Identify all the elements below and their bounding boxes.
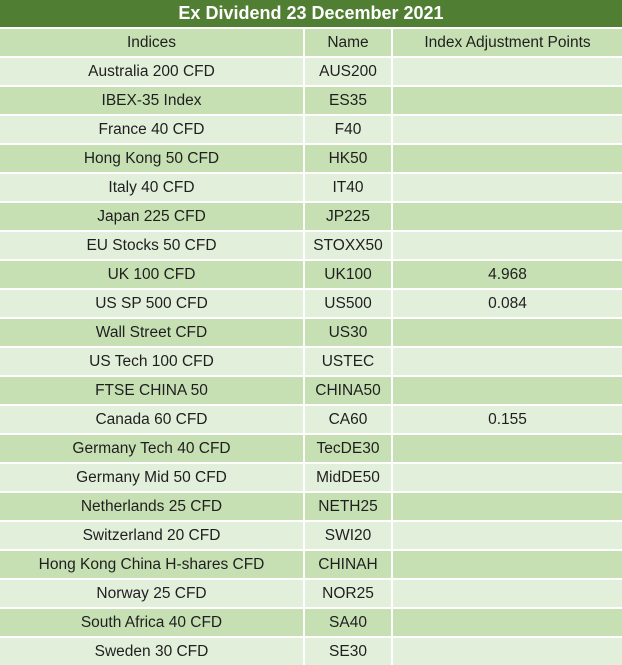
cell-adjustment[interactable]: 0.155 [393,406,622,433]
cell-name[interactable]: CA60 [305,406,391,433]
cell-indices[interactable]: EU Stocks 50 CFD [0,232,303,259]
cell-indices[interactable]: Canada 60 CFD [0,406,303,433]
cell-name[interactable]: HK50 [305,145,391,172]
cell-name[interactable]: CHINAH [305,551,391,578]
cell-indices[interactable]: Italy 40 CFD [0,174,303,201]
cell-indices[interactable]: Hong Kong 50 CFD [0,145,303,172]
cell-indices[interactable]: Germany Mid 50 CFD [0,464,303,491]
cell-adjustment[interactable] [393,638,622,665]
cell-name[interactable]: NOR25 [305,580,391,607]
cell-adjustment[interactable]: 0.084 [393,290,622,317]
cell-adjustment[interactable] [393,116,622,143]
cell-adjustment[interactable] [393,58,622,85]
cell-name[interactable]: SA40 [305,609,391,636]
cell-name[interactable]: AUS200 [305,58,391,85]
cell-name[interactable]: MidDE50 [305,464,391,491]
cell-adjustment[interactable] [393,87,622,114]
cell-name[interactable]: US30 [305,319,391,346]
cell-name[interactable]: STOXX50 [305,232,391,259]
cell-adjustment[interactable] [393,609,622,636]
cell-indices[interactable]: FTSE CHINA 50 [0,377,303,404]
cell-indices[interactable]: Netherlands 25 CFD [0,493,303,520]
cell-name[interactable]: SE30 [305,638,391,665]
cell-indices[interactable]: Wall Street CFD [0,319,303,346]
column-header-indices: Indices [0,29,303,56]
cell-adjustment[interactable] [393,522,622,549]
cell-name[interactable]: US500 [305,290,391,317]
cell-indices[interactable]: IBEX-35 Index [0,87,303,114]
cell-adjustment[interactable] [393,435,622,462]
cell-adjustment[interactable]: 4.968 [393,261,622,288]
table-title: Ex Dividend 23 December 2021 [0,0,622,27]
cell-indices[interactable]: Norway 25 CFD [0,580,303,607]
cell-adjustment[interactable] [393,580,622,607]
cell-name[interactable]: USTEC [305,348,391,375]
column-header-name: Name [305,29,391,56]
cell-name[interactable]: JP225 [305,203,391,230]
cell-indices[interactable]: Australia 200 CFD [0,58,303,85]
cell-adjustment[interactable] [393,377,622,404]
cell-name[interactable]: CHINA50 [305,377,391,404]
cell-indices[interactable]: Hong Kong China H-shares CFD [0,551,303,578]
cell-name[interactable]: ES35 [305,87,391,114]
cell-adjustment[interactable] [393,145,622,172]
cell-name[interactable]: TecDE30 [305,435,391,462]
cell-name[interactable]: SWI20 [305,522,391,549]
cell-name[interactable]: NETH25 [305,493,391,520]
cell-indices[interactable]: Switzerland 20 CFD [0,522,303,549]
cell-adjustment[interactable] [393,348,622,375]
cell-indices[interactable]: US SP 500 CFD [0,290,303,317]
cell-name[interactable]: IT40 [305,174,391,201]
cell-adjustment[interactable] [393,232,622,259]
cell-adjustment[interactable] [393,203,622,230]
cell-indices[interactable]: Japan 225 CFD [0,203,303,230]
cell-adjustment[interactable] [393,464,622,491]
cell-indices[interactable]: Sweden 30 CFD [0,638,303,665]
cell-indices[interactable]: US Tech 100 CFD [0,348,303,375]
cell-adjustment[interactable] [393,319,622,346]
cell-indices[interactable]: Germany Tech 40 CFD [0,435,303,462]
cell-indices[interactable]: France 40 CFD [0,116,303,143]
cell-adjustment[interactable] [393,493,622,520]
cell-name[interactable]: F40 [305,116,391,143]
cell-adjustment[interactable] [393,551,622,578]
cell-adjustment[interactable] [393,174,622,201]
cell-indices[interactable]: UK 100 CFD [0,261,303,288]
cell-name[interactable]: UK100 [305,261,391,288]
cell-indices[interactable]: South Africa 40 CFD [0,609,303,636]
column-header-adjustment: Index Adjustment Points [393,29,622,56]
